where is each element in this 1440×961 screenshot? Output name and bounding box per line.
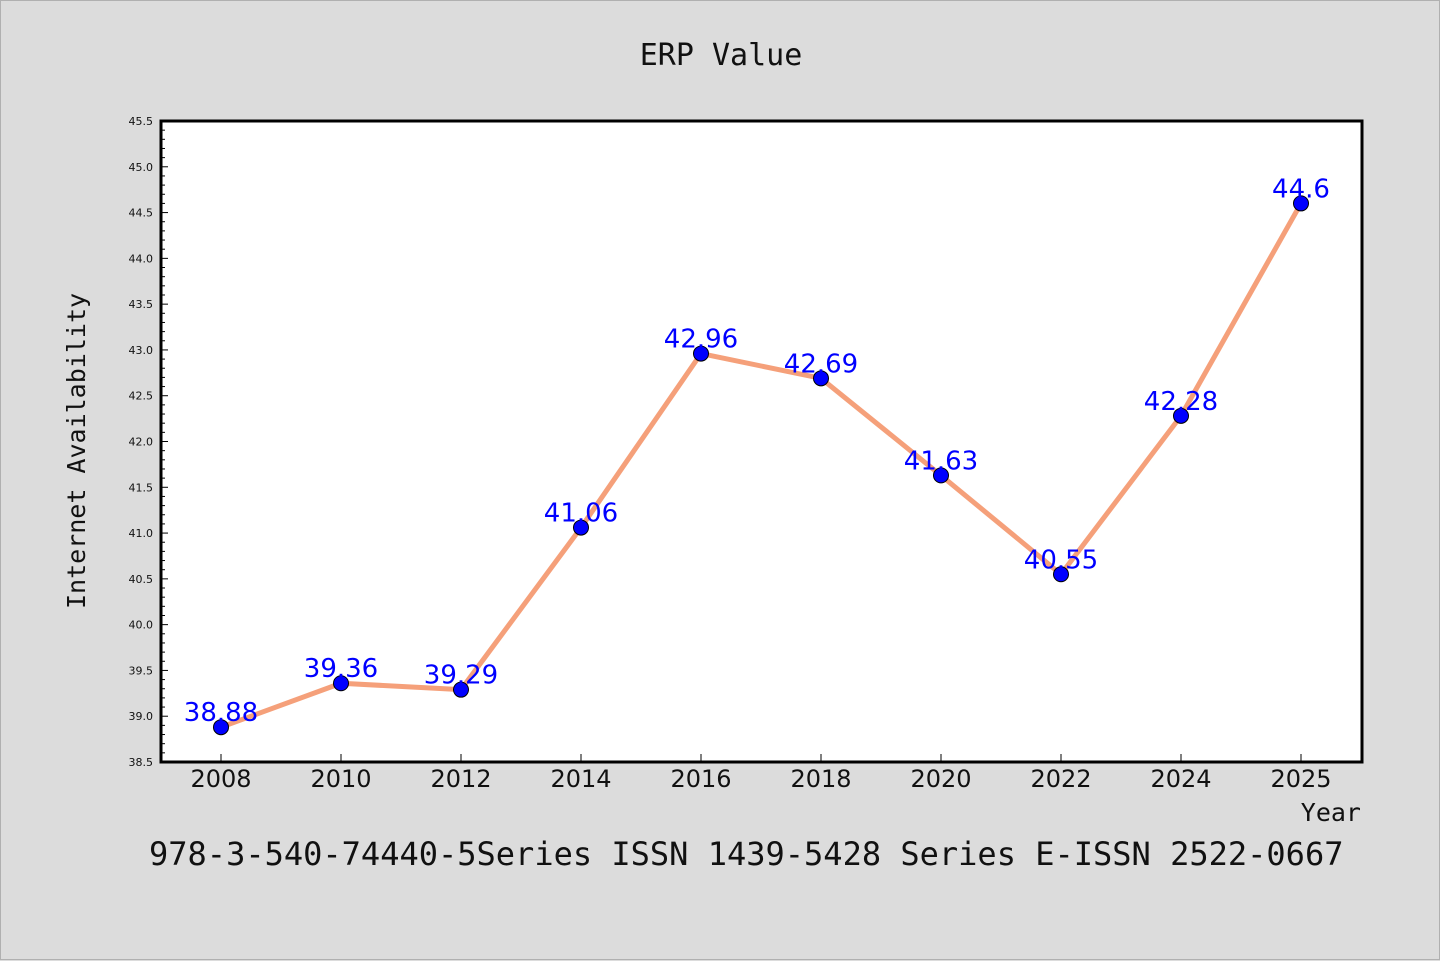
x-tick-label: 2010 (310, 765, 371, 793)
y-tick-label: 40.5 (129, 573, 154, 586)
footnote-text: 978-3-540-74440-5Series ISSN 1439-5428 S… (149, 835, 1343, 873)
x-tick-label: 2018 (790, 765, 851, 793)
x-tick-label: 2020 (910, 765, 971, 793)
data-label: 42.69 (784, 349, 858, 379)
x-tick-label: 2024 (1150, 765, 1211, 793)
data-label: 40.55 (1024, 545, 1098, 575)
x-tick-label: 2014 (550, 765, 611, 793)
data-label: 39.29 (424, 661, 498, 691)
data-point (1173, 407, 1189, 424)
y-tick-label: 38.5 (129, 756, 154, 769)
x-axis: 2008 2010 2012 2014 2016 2018 2020 2022 2024 2025 (190, 754, 1332, 793)
x-tick-label: 2012 (430, 765, 491, 793)
y-tick-label: 39.0 (129, 710, 154, 723)
chart-title: ERP Value (640, 38, 803, 73)
y-tick-label: 45.0 (129, 161, 154, 174)
data-label: 41.06 (544, 499, 618, 529)
data-point (333, 675, 349, 692)
y-tick-label: 45.5 (129, 115, 154, 128)
y-tick-label: 42.5 (129, 390, 154, 403)
data-label: 42.96 (664, 325, 738, 355)
data-label: 44.6 (1272, 174, 1330, 204)
data-point (1053, 566, 1069, 583)
data-point (933, 467, 949, 484)
y-tick-label: 43.0 (129, 344, 154, 357)
data-point (1293, 195, 1309, 212)
y-tick-label: 44.0 (129, 252, 154, 265)
y-axis: 38.5 39.0 39.5 40.0 40.5 41.0 41.5 42.0 42.5 43.0… (129, 115, 168, 769)
data-point (453, 681, 469, 698)
y-tick-label: 44.5 (129, 207, 154, 220)
x-axis-title: Year (1301, 798, 1361, 827)
data-label: 41.63 (904, 446, 978, 476)
y-tick-label: 41.5 (129, 481, 154, 494)
y-axis-title: Internet Availability (62, 293, 91, 609)
data-point (573, 519, 589, 536)
data-label: 38.88 (184, 698, 258, 728)
data-label: 42.28 (1144, 387, 1218, 417)
y-tick-label: 40.0 (129, 619, 154, 632)
series-layer: 38.88 39.36 39.29 41.06 42.96 42.69 41.63 40.55… (184, 174, 1330, 736)
data-point (813, 370, 829, 387)
series-line (218, 200, 1304, 730)
data-point (213, 719, 229, 736)
x-tick-label: 2016 (670, 765, 731, 793)
y-tick-label: 39.5 (129, 664, 154, 677)
x-tick-label: 2008 (190, 765, 251, 793)
data-label: 39.36 (304, 654, 378, 684)
data-point (693, 345, 709, 362)
y-tick-label: 42.0 (129, 436, 154, 449)
x-tick-label: 2022 (1030, 765, 1091, 793)
x-tick-label: 2025 (1270, 765, 1331, 793)
y-tick-label: 43.5 (129, 298, 154, 311)
y-tick-label: 41.0 (129, 527, 154, 540)
